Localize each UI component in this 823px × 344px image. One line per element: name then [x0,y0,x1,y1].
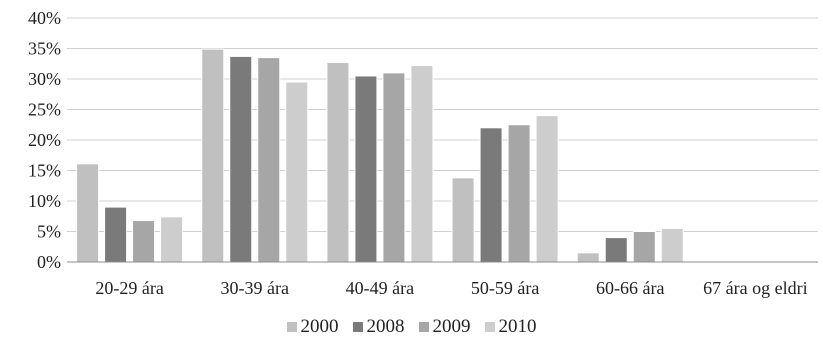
gridlines [67,17,818,232]
bar-2000-4 [576,252,600,263]
legend-label: 2010 [498,316,537,337]
legend: 2000 2008 2009 2010 [0,312,823,342]
y-axis-ticks: 0% 5% 10% 15% 20% 25% 30% 35% 40% [28,8,61,272]
bar-2008-0 [104,206,128,263]
bar-2009-4 [632,231,656,263]
legend-swatch [352,322,363,332]
x-tick-label: 67 ára og eldri [703,278,807,298]
legend-swatch [484,322,495,332]
bar-2009-0 [132,220,156,263]
y-tick-label: 35% [28,39,61,59]
legend-label: 2000 [300,316,339,337]
y-tick-label: 5% [37,222,61,242]
bar-2008-4 [604,237,628,263]
legend-swatch [418,322,429,332]
bar-2009-1 [257,57,281,263]
x-tick-label: 50-59 ára [471,278,539,298]
bar-chart: 0% 5% 10% 15% 20% 25% 30% 35% 40% 20-29 ára 30-39… [28,8,818,298]
y-tick-label: 20% [28,130,61,150]
legend-item-2008: 2008 [352,316,405,338]
bar-2010-3 [535,115,559,263]
bar-2000-3 [451,177,475,263]
legend-label: 2008 [366,316,405,337]
bar-2008-3 [479,127,503,263]
bar-2008-1 [229,55,253,263]
y-tick-label: 15% [28,161,61,181]
x-axis-ticks: 20-29 ára 30-39 ára 40-49 ára 50-59 ára 60-6… [95,278,807,298]
y-tick-label: 30% [28,69,61,89]
legend-item-2000: 2000 [286,316,339,338]
y-tick-label: 0% [37,252,61,272]
x-tick-label: 30-39 ára [221,278,289,298]
bar-2010-1 [285,81,309,263]
bar-2009-2 [382,72,406,263]
bar-2010-2 [410,65,434,263]
legend-label: 2009 [432,316,471,337]
legend-item-2009: 2009 [418,316,471,338]
bar-2010-0 [160,216,184,263]
bar-2009-3 [507,124,531,263]
y-tick-label: 25% [28,100,61,120]
x-tick-label: 60-66 ára [596,278,664,298]
bar-2000-0 [76,163,100,263]
bar-2000-1 [201,48,225,263]
bars [76,48,684,263]
y-tick-label: 10% [28,191,61,211]
bar-2000-2 [326,62,350,263]
x-tick-label: 40-49 ára [346,278,414,298]
bar-2010-4 [660,227,684,263]
legend-swatch [286,322,297,332]
x-tick-label: 20-29 ára [95,278,163,298]
y-tick-label: 40% [28,8,61,28]
bar-2008-2 [354,75,378,263]
legend-item-2010: 2010 [484,316,537,338]
